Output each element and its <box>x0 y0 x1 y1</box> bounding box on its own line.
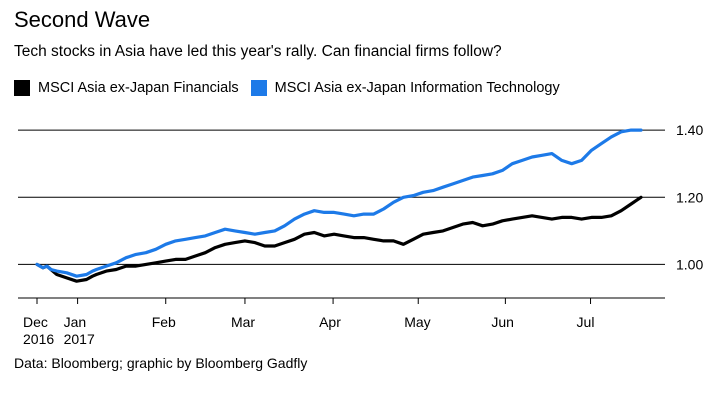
x-tick-sublabel-1: 2017 <box>64 331 95 347</box>
source-note: Data: Bloomberg; graphic by Bloomberg Ga… <box>14 355 308 371</box>
series-line-0 <box>35 195 643 283</box>
x-tick-label-4: Apr <box>319 314 341 330</box>
x-tick-label-0: Dec <box>23 314 48 330</box>
y-tick-label-1: 1.20 <box>676 189 703 205</box>
chart-subtitle: Tech stocks in Asia have led this year's… <box>14 43 502 60</box>
y-tick-label-0: 1.00 <box>676 256 703 272</box>
legend-label-technology: MSCI Asia ex-Japan Information Technolog… <box>274 80 560 96</box>
legend-swatch-financials <box>14 80 30 96</box>
legend-item-financials: MSCI Asia ex-Japan Financials <box>14 78 239 98</box>
x-tick-label-7: Jul <box>577 314 595 330</box>
chart-title: Second Wave <box>14 7 151 32</box>
x-tick-label-3: Mar <box>231 314 255 330</box>
y-tick-label-2: 1.40 <box>676 122 703 138</box>
x-tick-sublabel-0: 2016 <box>23 331 54 347</box>
legend: MSCI Asia ex-Japan Financials MSCI Asia … <box>14 78 572 98</box>
x-tick-label-1: Jan <box>64 314 87 330</box>
x-tick-label-5: May <box>404 314 430 330</box>
legend-item-technology: MSCI Asia ex-Japan Information Technolog… <box>250 78 560 98</box>
series-line-1 <box>35 128 643 278</box>
x-tick-label-6: Jun <box>491 314 514 330</box>
legend-swatch-technology <box>250 80 267 96</box>
legend-label-financials: MSCI Asia ex-Japan Financials <box>38 80 239 96</box>
x-tick-label-2: Feb <box>152 314 176 330</box>
